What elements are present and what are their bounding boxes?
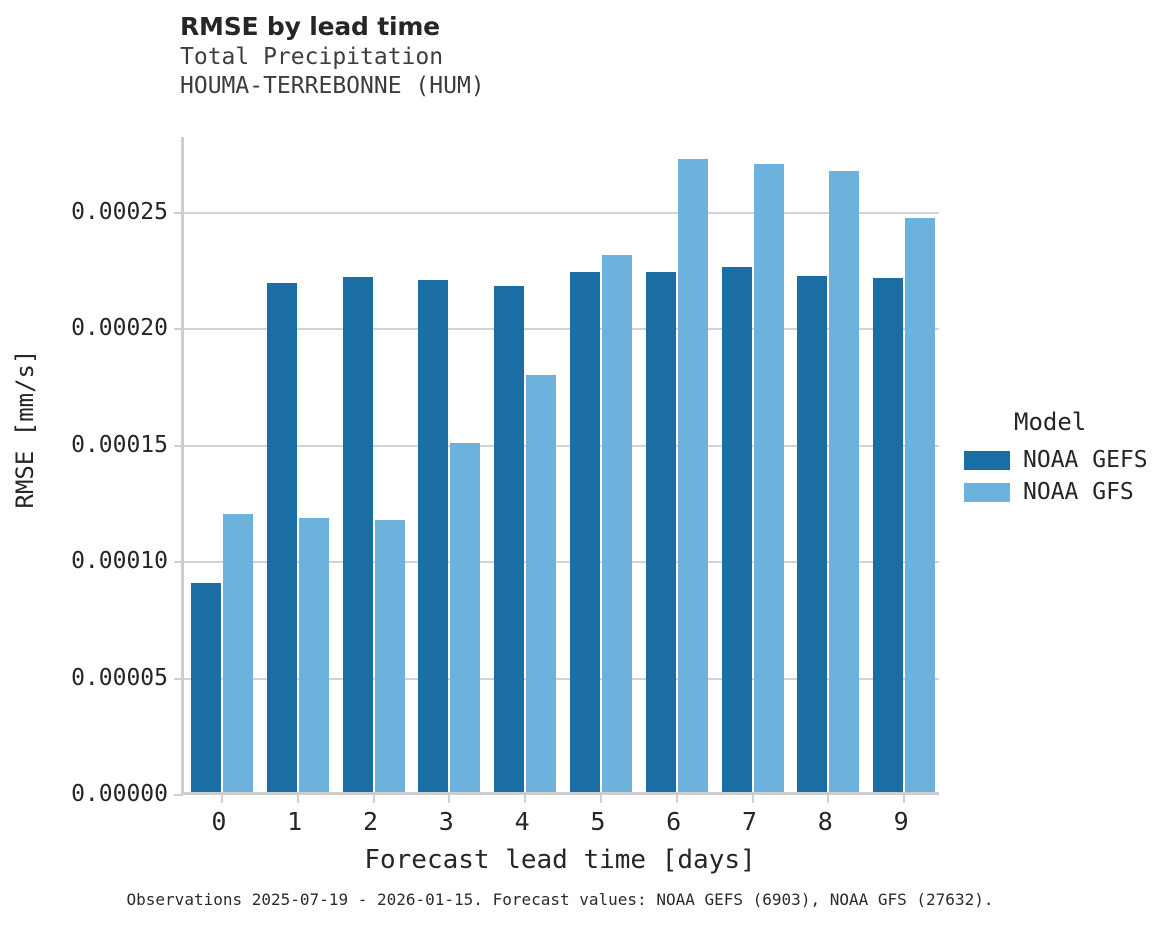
- title-block: RMSE by lead time Total Precipitation HO…: [180, 12, 920, 101]
- y-axis-tick: [174, 677, 183, 680]
- x-axis-tick: [903, 794, 906, 803]
- plot-area: [174, 137, 939, 803]
- gridline: [184, 677, 939, 680]
- y-axis-tick: [174, 328, 183, 331]
- x-axis-tick-label: 6: [666, 807, 682, 836]
- y-axis-tick: [174, 444, 183, 447]
- y-axis-tick-label: 0.00000: [71, 781, 168, 807]
- gridline: [184, 328, 939, 331]
- x-axis-tick-label: 8: [817, 807, 833, 836]
- x-axis-tick-label: 7: [741, 807, 758, 836]
- y-axis-tick-label: 0.00025: [71, 199, 168, 225]
- bar: [721, 267, 752, 792]
- bar: [569, 272, 600, 792]
- bar: [494, 286, 525, 792]
- bar: [190, 582, 221, 792]
- chart-subtitle-location: HOUMA-TERREBONNE (HUM): [180, 73, 485, 99]
- x-axis-tick-label: 2: [362, 807, 379, 836]
- legend-swatch-icon: [964, 450, 1010, 470]
- bar: [829, 171, 860, 792]
- x-axis-tick: [599, 794, 602, 803]
- y-axis-tick: [174, 794, 183, 796]
- y-axis-title: RMSE [mm/s]: [11, 349, 39, 509]
- bar: [753, 164, 784, 792]
- bar: [266, 283, 297, 792]
- legend-title: Model: [1014, 408, 1087, 436]
- x-axis-tick-label: 5: [590, 807, 606, 836]
- gridline: [184, 561, 939, 564]
- x-axis-tick: [827, 794, 830, 803]
- bar: [526, 374, 557, 792]
- x-axis-tick: [372, 794, 375, 803]
- y-axis-tick: [174, 561, 183, 564]
- bar: [677, 159, 708, 792]
- bar: [601, 254, 632, 792]
- legend-label: NOAA GFS: [1023, 479, 1134, 505]
- y-axis-tick-label: 0.00015: [71, 431, 168, 458]
- legend-swatch-icon: [964, 482, 1010, 502]
- bar: [905, 218, 936, 792]
- bar: [797, 276, 828, 792]
- x-axis-tick-label: 0: [211, 807, 227, 836]
- bar: [374, 520, 405, 792]
- gridline: [184, 212, 939, 214]
- legend: Model NOAA GEFS NOAA GFS: [964, 408, 1174, 508]
- y-axis-tick: [174, 212, 183, 214]
- x-axis-tick: [448, 794, 451, 803]
- footnote: Observations 2025-07-19 - 2026-01-15. Fo…: [126, 890, 994, 909]
- x-axis-title: Forecast lead time [days]: [364, 845, 756, 875]
- legend-rows: NOAA GEFS NOAA GFS: [964, 444, 1174, 508]
- legend-label: NOAA GEFS: [1023, 447, 1148, 473]
- y-axis-tick-label: 0.00010: [71, 548, 168, 575]
- bar: [873, 278, 904, 792]
- x-axis-tick-label: 1: [287, 807, 303, 836]
- plot-inner: [174, 137, 939, 803]
- x-axis-tick-label: 9: [893, 807, 909, 836]
- bar: [342, 276, 373, 792]
- y-axis-tick-label: 0.00020: [71, 315, 168, 342]
- legend-item-noaa-gfs[interactable]: NOAA GFS: [964, 476, 1174, 508]
- bar: [222, 514, 253, 792]
- x-axis-tick: [675, 794, 678, 803]
- y-axis-tick-labels: 0.00000 0.00005 0.00010 0.00015 0.00020 0.000…: [0, 0, 168, 928]
- bar: [298, 518, 329, 792]
- x-axis-tick-label: 4: [514, 807, 530, 836]
- chart-title: RMSE by lead time: [180, 12, 440, 41]
- legend-item-noaa-gefs[interactable]: NOAA GEFS: [964, 444, 1174, 476]
- x-axis-tick: [524, 794, 527, 803]
- x-axis-tick: [220, 794, 223, 803]
- gridline: [184, 444, 939, 447]
- bar: [418, 279, 449, 792]
- chart-subtitle-variable: Total Precipitation: [180, 44, 444, 70]
- x-axis-tick: [296, 794, 299, 803]
- x-axis-tick-label: 3: [438, 807, 454, 836]
- bar: [645, 272, 676, 792]
- bar: [450, 442, 481, 792]
- y-axis-tick-label: 0.00005: [71, 664, 168, 691]
- x-axis-tick: [751, 794, 754, 803]
